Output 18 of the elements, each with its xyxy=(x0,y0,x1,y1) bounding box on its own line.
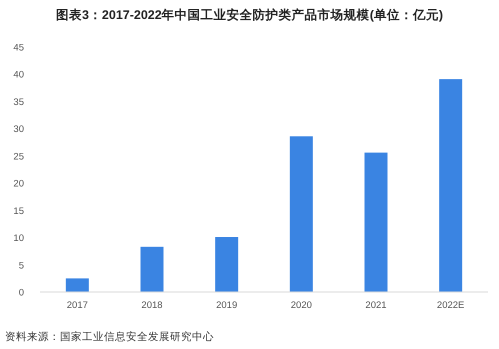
xtick: 2022E xyxy=(436,300,464,311)
ytick: 35 xyxy=(13,96,24,108)
xtick: 2017 xyxy=(66,300,88,311)
ytick: 40 xyxy=(13,70,24,81)
xtick: 2021 xyxy=(365,300,387,311)
xtick: 2018 xyxy=(141,300,163,311)
xtick: 2019 xyxy=(216,300,238,311)
annotation: 资料来源：国家工业信息安全发展研究中心 xyxy=(5,331,214,343)
ytick: 30 xyxy=(13,124,24,136)
ytick: 10 xyxy=(13,233,24,244)
ytick: 5 xyxy=(18,260,24,272)
title: 图表3：2017-2022年中国工业安全防护类产品市场规模(单位：亿元) xyxy=(56,8,444,22)
ytick: 45 xyxy=(13,42,24,54)
ytick: 25 xyxy=(13,151,24,162)
xtick: 2020 xyxy=(290,300,312,311)
ytick: 15 xyxy=(13,206,24,217)
ytick: 20 xyxy=(13,178,24,190)
ytick: 0 xyxy=(18,288,24,298)
